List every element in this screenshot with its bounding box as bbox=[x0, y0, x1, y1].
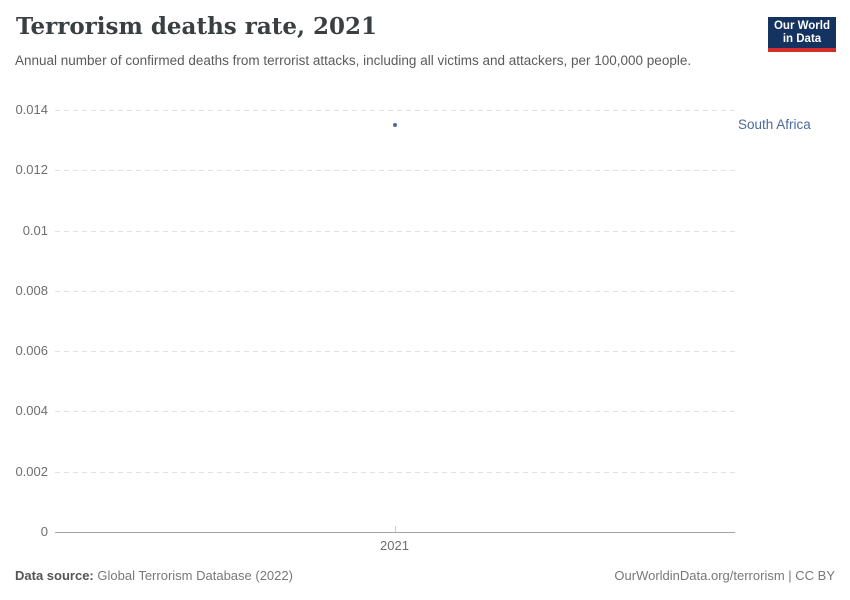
y-tick-label: 0.006 bbox=[15, 343, 48, 359]
y-tick-label: 0.004 bbox=[15, 403, 48, 419]
y-tick-label: 0.008 bbox=[15, 282, 48, 298]
owid-logo: Our World in Data bbox=[768, 17, 836, 52]
data-source-label: Data source: bbox=[15, 568, 94, 583]
owid-logo-line1: Our World bbox=[773, 19, 830, 32]
entity-label[interactable]: South Africa bbox=[738, 117, 811, 133]
y-tick-label: 0.014 bbox=[15, 102, 48, 117]
y-tick-label: 0.002 bbox=[15, 463, 48, 479]
gridline bbox=[55, 471, 735, 473]
x-tick-label: 2021 bbox=[380, 538, 409, 553]
y-tick-label: 0 bbox=[40, 524, 48, 539]
gridline bbox=[55, 110, 735, 111]
y-tick-label: 0.01 bbox=[22, 222, 48, 238]
data-source-value: Global Terrorism Database (2022) bbox=[97, 568, 293, 583]
chart-title: Terrorism deaths rate, 2021 bbox=[16, 13, 378, 40]
data-source-note: Data source: Global Terrorism Database (… bbox=[15, 568, 293, 583]
owid-logo-line2: in Data bbox=[782, 32, 822, 45]
gridline bbox=[55, 351, 735, 353]
y-tick-label: 0.012 bbox=[15, 162, 48, 178]
gridline bbox=[55, 411, 735, 413]
gridline bbox=[55, 170, 735, 172]
x-axis-line bbox=[55, 532, 735, 533]
gridline bbox=[55, 290, 735, 292]
chart-subtitle: Annual number of confirmed deaths from t… bbox=[15, 53, 692, 68]
x-tick-mark bbox=[394, 526, 396, 532]
data-point[interactable] bbox=[393, 123, 397, 128]
gridline bbox=[55, 230, 735, 232]
credit-link[interactable]: OurWorldinData.org/terrorism | CC BY bbox=[614, 568, 835, 583]
